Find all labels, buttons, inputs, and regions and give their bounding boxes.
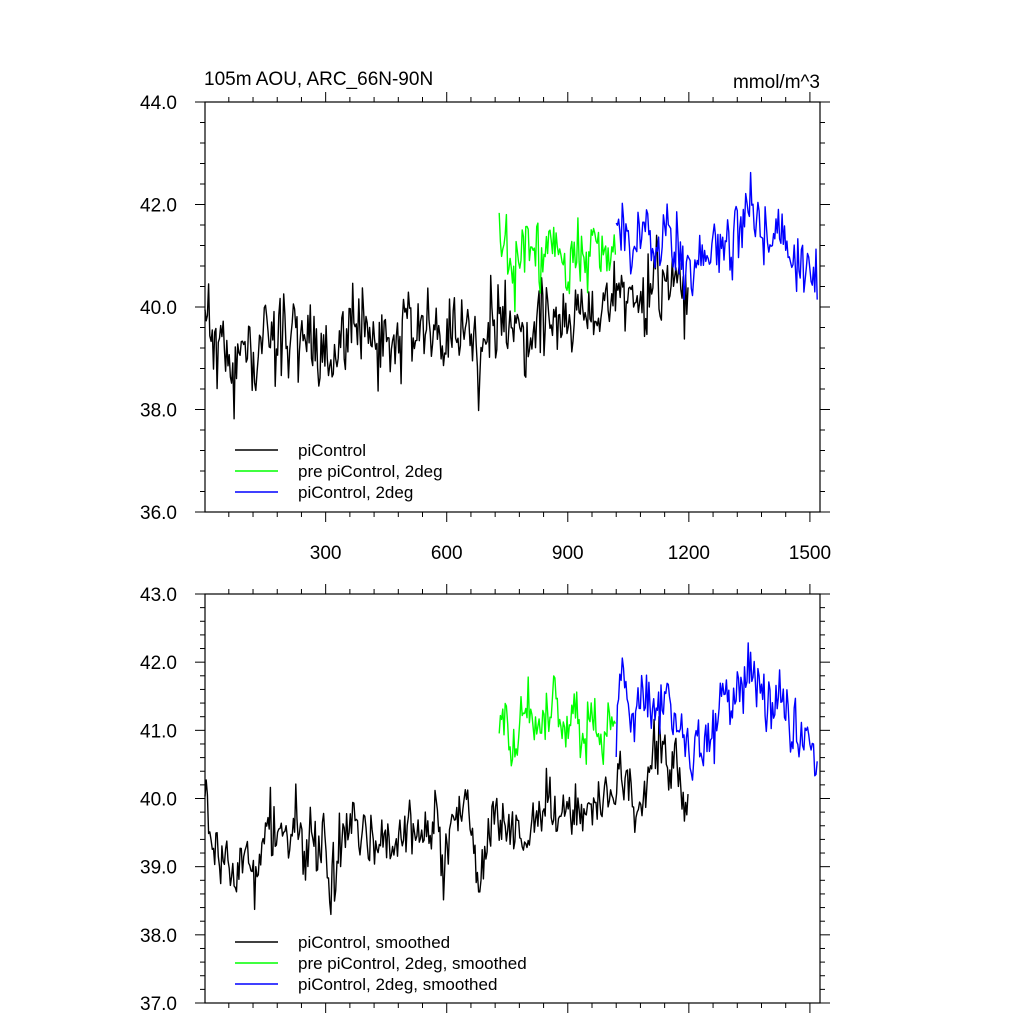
legend-label-0: piControl, smoothed [298, 933, 450, 952]
series-line-1 [498, 212, 617, 313]
series-line-2 [615, 171, 818, 301]
y-tick-label: 42.0 [140, 196, 177, 217]
y-tick-label: 39.0 [140, 858, 177, 879]
x-tick-label: 600 [431, 543, 463, 564]
y-tick-label: 37.0 [140, 994, 177, 1015]
series-line-0 [204, 715, 689, 916]
y-tick-label: 43.0 [140, 585, 177, 606]
series-line-1 [498, 675, 617, 767]
x-tick-label: 900 [552, 543, 584, 564]
legend-label-1: pre piControl, 2deg [298, 462, 443, 481]
legend-label-0: piControl [298, 441, 366, 460]
y-tick-label: 36.0 [140, 503, 177, 524]
chart-title: 105m AOU, ARC_66N-90N [204, 69, 433, 90]
y-tick-label: 38.0 [140, 926, 177, 947]
y-tick-label: 42.0 [140, 653, 177, 674]
legend-label-1: pre piControl, 2deg, smoothed [298, 954, 527, 973]
units-label: mmol/m^3 [733, 72, 820, 93]
y-tick-label: 40.0 [140, 298, 177, 319]
x-tick-label: 1200 [668, 543, 710, 564]
bottom-panel: 37.0 38.0 39.0 40.0 41.0 42.0 43.0 piControl, s… [140, 584, 830, 1015]
legend-label-2: piControl, 2deg, smoothed [298, 975, 497, 994]
series-line-2 [615, 642, 818, 781]
top-panel: 300 600 900 1200 1500 36.0 38.0 40.0 42.0 44.0 105… [140, 69, 831, 564]
x-tick-label: 1500 [789, 543, 831, 564]
y-tick-label: 38.0 [140, 401, 177, 422]
x-tick-label: 300 [310, 543, 342, 564]
y-tick-label: 40.0 [140, 790, 177, 811]
series-line-0 [204, 234, 689, 420]
y-tick-label: 44.0 [140, 93, 177, 114]
legend-label-2: piControl, 2deg [298, 483, 413, 502]
y-tick-label: 41.0 [140, 721, 177, 742]
